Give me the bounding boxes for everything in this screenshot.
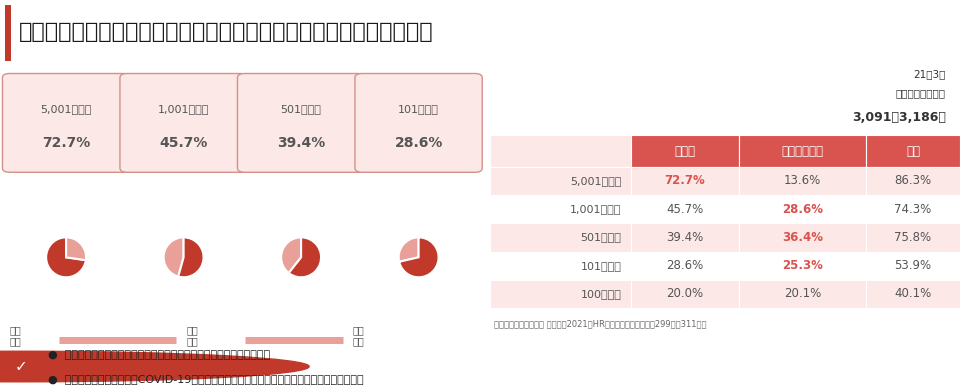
Text: 72.7%: 72.7% <box>42 136 90 150</box>
Text: 20.1%: 20.1% <box>783 287 821 301</box>
Bar <box>631 195 739 223</box>
FancyBboxPatch shape <box>237 74 365 172</box>
FancyBboxPatch shape <box>120 74 248 172</box>
Text: 45.7%: 45.7% <box>666 203 704 216</box>
Text: 「組織サーベイ・従業員意識調査・エンゲージメント向上」実施状況: 「組織サーベイ・従業員意識調査・エンゲージメント向上」実施状況 <box>19 22 434 42</box>
Text: 20.0%: 20.0% <box>666 287 704 301</box>
Wedge shape <box>281 237 301 273</box>
Bar <box>5 5 11 61</box>
Bar <box>866 135 960 167</box>
Text: 40.1%: 40.1% <box>895 287 931 301</box>
Text: 中堅
企業: 中堅 企業 <box>186 325 198 347</box>
Text: 74.3%: 74.3% <box>895 203 931 216</box>
Bar <box>631 135 739 167</box>
Text: 導入済: 導入済 <box>674 145 695 158</box>
Wedge shape <box>289 237 321 277</box>
Text: 21年3月: 21年3月 <box>914 69 946 80</box>
Wedge shape <box>46 237 85 277</box>
Bar <box>490 280 631 308</box>
Bar <box>490 195 631 223</box>
Text: 13.6%: 13.6% <box>783 174 821 187</box>
Text: 101名以上: 101名以上 <box>398 104 439 114</box>
Wedge shape <box>179 237 204 277</box>
Bar <box>739 280 866 308</box>
Circle shape <box>0 351 309 382</box>
Bar <box>866 280 960 308</box>
Text: 28.6%: 28.6% <box>395 136 443 150</box>
Bar <box>490 223 631 252</box>
Text: ✓: ✓ <box>14 359 28 374</box>
Text: 501名以上: 501名以上 <box>280 104 322 114</box>
Text: 39.4%: 39.4% <box>277 136 325 150</box>
FancyBboxPatch shape <box>3 74 130 172</box>
Text: ●  大企業は既に何らかのサーベイを導入している可能性がかなり高い。: ● 大企業は既に何らかのサーベイを導入している可能性がかなり高い。 <box>48 350 270 360</box>
Bar <box>866 167 960 195</box>
Bar <box>739 135 866 167</box>
Bar <box>739 252 866 280</box>
Text: 53.9%: 53.9% <box>895 259 931 272</box>
Text: 501名以上: 501名以上 <box>581 232 621 243</box>
Text: 25.3%: 25.3% <box>782 259 823 272</box>
Bar <box>631 280 739 308</box>
Bar <box>739 223 866 252</box>
Wedge shape <box>163 237 183 277</box>
Text: 5,001名以上: 5,001名以上 <box>40 104 92 114</box>
FancyBboxPatch shape <box>355 74 482 172</box>
Bar <box>490 252 631 280</box>
Text: 36.4%: 36.4% <box>781 231 823 244</box>
Text: 39.4%: 39.4% <box>666 231 704 244</box>
Text: 100名以䬋: 100名以䬋 <box>581 289 621 299</box>
Bar <box>866 223 960 252</box>
Text: 3,091社3,186名: 3,091社3,186名 <box>852 111 946 123</box>
Bar <box>631 167 739 195</box>
Text: 45.7%: 45.7% <box>159 136 207 150</box>
Text: 101名以上: 101名以上 <box>581 261 621 271</box>
Wedge shape <box>399 237 439 277</box>
Text: 75.8%: 75.8% <box>895 231 931 244</box>
Bar <box>631 223 739 252</box>
Bar <box>631 252 739 280</box>
Text: 1,001名以上: 1,001名以上 <box>157 104 209 114</box>
Wedge shape <box>398 237 419 262</box>
Text: 日本の人事部調べ: 日本の人事部調べ <box>896 89 946 99</box>
Bar <box>490 167 631 195</box>
Text: 5,001名以上: 5,001名以上 <box>570 176 621 186</box>
Bar <box>866 252 960 280</box>
Text: 計画・検討中: 計画・検討中 <box>781 145 824 158</box>
Text: 合計: 合計 <box>906 145 920 158</box>
Text: 中小
企業: 中小 企業 <box>352 325 364 347</box>
Text: 大手
企業: 大手 企業 <box>10 325 21 347</box>
Text: 出展：『日本の人事部 人事白書2021』HRテクノロジー章調べ（299社、311人）: 出展：『日本の人事部 人事白書2021』HRテクノロジー章調べ（299社、311… <box>494 319 707 328</box>
Bar <box>739 167 866 195</box>
Text: 28.6%: 28.6% <box>666 259 704 272</box>
Bar <box>866 195 960 223</box>
Text: 1,001名以上: 1,001名以上 <box>570 204 621 214</box>
Text: 72.7%: 72.7% <box>664 174 706 187</box>
Text: 28.6%: 28.6% <box>781 203 823 216</box>
Text: 86.3%: 86.3% <box>895 174 931 187</box>
Bar <box>739 195 866 223</box>
Bar <box>490 135 631 167</box>
Wedge shape <box>66 237 86 260</box>
Text: ●  中小企業は働き方改革・COVID-19（コロナ）をきっかけとして、導入気運が上昇中である。: ● 中小企業は働き方改革・COVID-19（コロナ）をきっかけとして、導入気運が… <box>48 374 364 384</box>
